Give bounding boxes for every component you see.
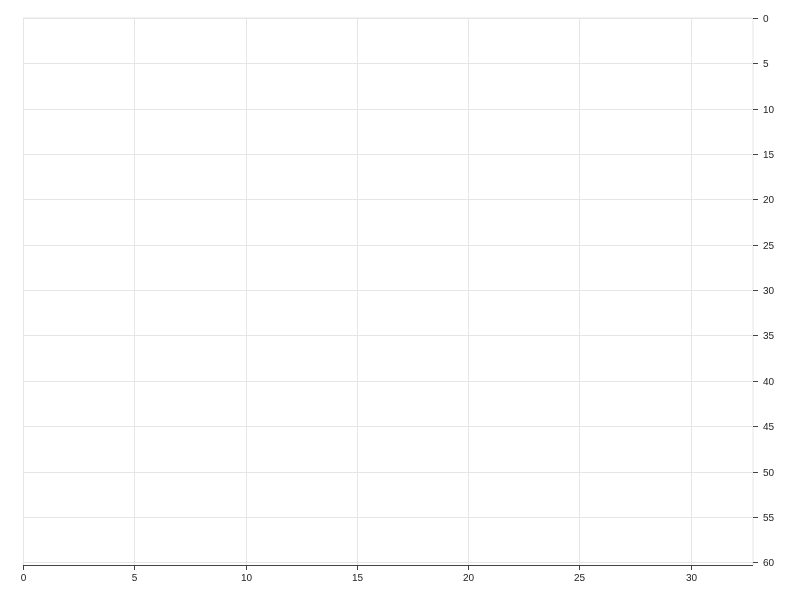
x-tick-label: 30 — [686, 573, 698, 584]
x-tick-label: 10 — [241, 573, 253, 584]
y-tick-label: 50 — [763, 468, 775, 479]
axes: 0 5 10 15 20 25 30 0 5 10 15 20 25 30 35 40 45 50 55 60 — [21, 14, 775, 584]
y-tick-label: 15 — [763, 150, 775, 161]
y-tick-label: 20 — [763, 195, 775, 206]
y-tick-label: 25 — [763, 241, 775, 252]
y-tick-label: 55 — [763, 513, 775, 524]
x-tick-label: 0 — [21, 573, 27, 584]
y-tick-label: 40 — [763, 377, 775, 388]
y-tick-label: 5 — [763, 59, 769, 70]
x-tick-label: 15 — [352, 573, 364, 584]
y-tick-label: 30 — [763, 286, 775, 297]
y-tick-label: 0 — [763, 14, 769, 25]
y-tick-label: 60 — [763, 558, 775, 569]
y-tick-label: 45 — [763, 422, 775, 433]
grid — [23, 17, 754, 565]
x-tick-label: 20 — [463, 573, 475, 584]
x-tick-label: 25 — [574, 573, 586, 584]
x-tick-label: 5 — [132, 573, 138, 584]
y-tick-label: 35 — [763, 331, 775, 342]
y-tick-label: 10 — [763, 105, 775, 116]
